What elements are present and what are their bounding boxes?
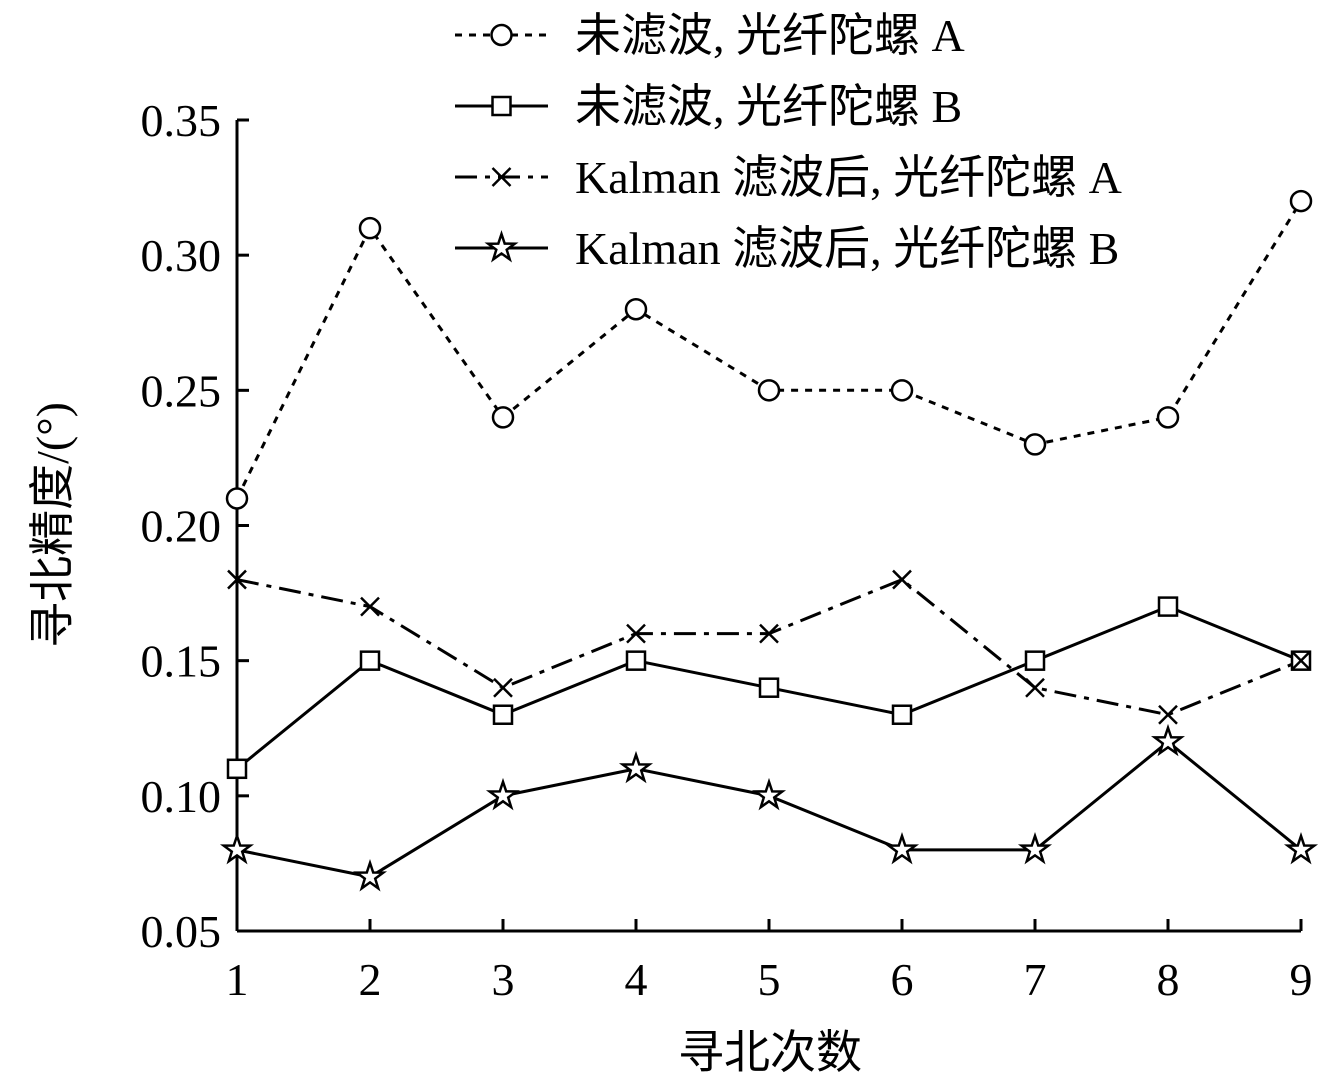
x-tick-label: 5	[758, 954, 781, 1005]
y-tick-label: 0.25	[141, 365, 222, 416]
legend-label: Kalman 滤波后, 光纤陀螺 B	[575, 223, 1119, 274]
y-tick-label: 0.05	[141, 906, 222, 957]
legend-marker	[490, 23, 513, 47]
y-tick-label: 0.35	[141, 95, 222, 146]
series-3-point	[1025, 677, 1045, 698]
series-3-point	[1291, 650, 1311, 671]
axes: 1 2 3 4 5 6 7 8 9 0.05 0.10 0.15 0.20 0.25 0.30 0.35	[141, 95, 1313, 1005]
legend-marker	[491, 167, 512, 187]
x-tick-label: 7	[1024, 954, 1047, 1005]
series-2-point	[492, 704, 514, 725]
series-2-point	[625, 650, 647, 671]
x-tick-label: 1	[226, 954, 249, 1005]
series-4-point	[1283, 831, 1319, 865]
legend-marker	[491, 95, 512, 117]
x-tick-label: 9	[1290, 954, 1313, 1005]
legend-item: 未滤波, 光纤陀螺 B	[455, 81, 962, 132]
series-4-point	[884, 831, 920, 865]
x-axis-title: 寻北次数	[678, 1027, 862, 1078]
series-4-point	[219, 831, 255, 865]
series-1-point	[491, 406, 515, 429]
series-1-point	[624, 297, 648, 321]
series-3-point	[227, 569, 247, 590]
series-3-point	[626, 623, 646, 644]
x-tick-label: 8	[1157, 954, 1180, 1005]
series-4	[219, 723, 1319, 892]
x-tick-label: 6	[891, 954, 914, 1005]
y-axis-title: 寻北精度/(°)	[27, 402, 78, 648]
series-4-point	[751, 777, 787, 811]
series-3-point	[360, 596, 380, 617]
series-2-point	[891, 704, 913, 725]
legend: 未滤波, 光纤陀螺 A 未滤波, 光纤陀螺 B Kalman 滤波后, 光纤陀螺 A…	[455, 10, 1122, 274]
series-1-point	[358, 216, 382, 240]
series-1-point	[1156, 406, 1180, 429]
series-4-point	[352, 858, 388, 892]
series-1-point	[1023, 433, 1047, 456]
legend-item: 未滤波, 光纤陀螺 A	[455, 10, 965, 61]
y-tick-label: 0.10	[141, 771, 222, 822]
series-3-point	[493, 677, 513, 698]
series-1-point	[757, 379, 781, 402]
series-1-point	[1289, 189, 1313, 213]
series-2	[226, 596, 1312, 780]
legend-item: Kalman 滤波后, 光纤陀螺 A	[455, 152, 1122, 203]
series-4-point	[1151, 723, 1185, 757]
series-3-point	[759, 623, 779, 644]
series-4-point	[618, 750, 654, 784]
series-1-point	[225, 487, 249, 510]
series-4-point	[485, 777, 521, 811]
series-2-point	[758, 677, 780, 698]
x-tick-label: 3	[492, 954, 515, 1005]
x-tick-label: 4	[625, 954, 648, 1005]
series-3-point	[892, 569, 912, 590]
series-2-point	[359, 650, 381, 671]
series-2-point	[226, 758, 248, 780]
series-1	[225, 189, 1313, 510]
series-3-point	[1158, 704, 1178, 725]
series-layer	[219, 189, 1319, 892]
legend-label: 未滤波, 光纤陀螺 B	[575, 81, 962, 132]
legend-label: 未滤波, 光纤陀螺 A	[575, 10, 965, 61]
legend-marker	[484, 230, 519, 263]
series-2-point	[1157, 596, 1179, 617]
y-tick-label: 0.20	[141, 501, 222, 552]
legend-label: Kalman 滤波后, 光纤陀螺 A	[575, 152, 1122, 203]
x-tick-label: 2	[359, 954, 382, 1005]
y-tick-label: 0.30	[141, 230, 222, 281]
legend-item: Kalman 滤波后, 光纤陀螺 B	[455, 223, 1119, 274]
series-4-point	[1017, 831, 1053, 865]
series-3	[227, 569, 1311, 725]
series-1-point	[890, 379, 914, 402]
series-4-line	[236, 739, 1302, 879]
y-tick-label: 0.15	[141, 636, 222, 687]
series-2-point	[1024, 650, 1046, 671]
